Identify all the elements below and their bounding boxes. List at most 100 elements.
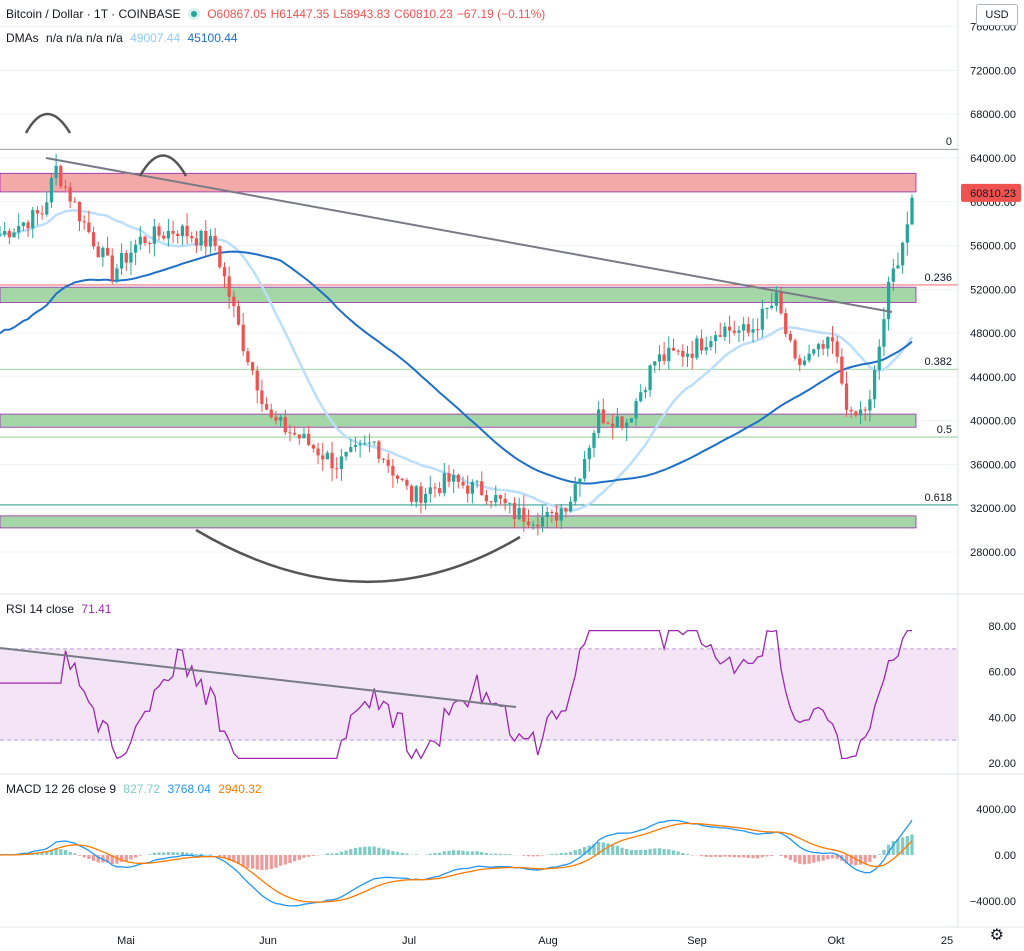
macd-histogram-bar bbox=[349, 848, 353, 855]
dma-value-fast: 49007.44 bbox=[130, 31, 181, 45]
fib-label: 0.5 bbox=[937, 424, 952, 436]
dma-label[interactable]: DMAs bbox=[6, 31, 39, 45]
candle-body bbox=[222, 267, 227, 277]
macd-histogram-bar bbox=[367, 846, 372, 855]
macd-histogram-bar bbox=[358, 847, 362, 855]
macd-histogram-bar bbox=[288, 855, 292, 864]
candle-body bbox=[522, 507, 526, 522]
head-arc-drawing bbox=[24, 112, 72, 134]
candle-body bbox=[236, 306, 241, 325]
candle-body bbox=[433, 487, 437, 489]
macd-histogram-bar bbox=[405, 853, 409, 855]
macd-label[interactable]: MACD 12 26 close 9 bbox=[6, 782, 117, 796]
macd-histogram-bar bbox=[522, 855, 526, 856]
candle-body bbox=[494, 495, 498, 503]
macd-histogram-bar bbox=[171, 852, 175, 855]
candle-body bbox=[615, 416, 619, 428]
macd-histogram-bar bbox=[218, 855, 222, 857]
macd-histogram-bar bbox=[568, 851, 573, 855]
candle-body bbox=[185, 225, 189, 237]
candle-body bbox=[110, 255, 114, 281]
macd-histogram-bar bbox=[802, 855, 807, 865]
candle-body bbox=[751, 329, 755, 333]
macd-histogram-bar bbox=[863, 855, 867, 864]
macd-histogram-bar bbox=[742, 855, 746, 858]
settings-gear-icon[interactable]: ⚙ bbox=[989, 927, 1004, 944]
macd-histogram-bar bbox=[667, 849, 671, 855]
symbol-title[interactable]: Bitcoin / Dollar · 1T · COINBASE bbox=[6, 7, 181, 21]
date-tick-label: Aug bbox=[538, 935, 558, 947]
candle-body bbox=[278, 417, 283, 421]
candle-body bbox=[316, 448, 320, 456]
candle-body bbox=[826, 337, 830, 349]
candle-body bbox=[517, 507, 521, 520]
macd-histogram-bar bbox=[307, 855, 311, 857]
macd-histogram-bar bbox=[765, 855, 769, 857]
candle-body bbox=[531, 524, 535, 526]
macd-histogram-bar bbox=[503, 854, 507, 855]
candle-body bbox=[508, 502, 512, 504]
candle-body bbox=[208, 235, 213, 247]
candle-body bbox=[21, 222, 26, 227]
candle-body bbox=[793, 340, 797, 359]
macd-histogram-bar bbox=[87, 855, 91, 859]
macd-histogram-bar bbox=[849, 855, 853, 865]
candle-body bbox=[372, 441, 376, 443]
candle-body bbox=[545, 511, 549, 518]
candle-body bbox=[872, 369, 877, 400]
macd-histogram-bar bbox=[260, 855, 264, 871]
macd-histogram-bar bbox=[793, 855, 797, 863]
candle-body bbox=[101, 247, 105, 258]
candle-body bbox=[31, 210, 35, 229]
macd-histogram-bar bbox=[274, 855, 278, 868]
symbol-legend: Bitcoin / Dollar · 1T · COINBASE O60867.… bbox=[6, 6, 549, 21]
macd-histogram-bar bbox=[325, 853, 330, 855]
candle-body bbox=[648, 365, 652, 391]
candle-body bbox=[152, 226, 156, 244]
candle-body bbox=[512, 502, 517, 520]
candle-body bbox=[709, 341, 713, 348]
candle-body bbox=[73, 201, 77, 203]
candle-body bbox=[774, 292, 778, 306]
rsi-label[interactable]: RSI 14 close bbox=[6, 602, 75, 616]
candle-body bbox=[307, 433, 311, 445]
macd-histogram-bar bbox=[746, 855, 750, 858]
macd-histogram-bar bbox=[302, 855, 306, 858]
macd-histogram-bar bbox=[550, 853, 554, 855]
candle-body bbox=[227, 276, 231, 297]
candle-body bbox=[620, 416, 624, 428]
candle-body bbox=[910, 197, 914, 225]
candle-body bbox=[816, 344, 821, 350]
macd-signal-value: 2940.32 bbox=[218, 782, 262, 796]
candle-body bbox=[428, 487, 432, 494]
currency-button[interactable]: USD bbox=[976, 4, 1018, 26]
candle-body bbox=[461, 481, 465, 486]
macd-histogram-bar bbox=[886, 844, 891, 855]
macd-tick-label: 0.00 bbox=[995, 850, 1016, 862]
macd-histogram-bar bbox=[283, 855, 287, 865]
candle-body bbox=[643, 390, 648, 393]
candle-body bbox=[250, 362, 255, 371]
candle-body bbox=[671, 347, 676, 351]
candle-body bbox=[283, 417, 287, 433]
price-tick-label: 56000.00 bbox=[970, 241, 1016, 253]
macd-histogram-bar bbox=[681, 852, 685, 855]
macd-histogram-bar bbox=[573, 850, 577, 855]
macd-histogram-bar bbox=[105, 855, 110, 863]
macd-histogram-bar bbox=[176, 852, 180, 855]
macd-histogram-bar bbox=[115, 855, 119, 864]
candle-body bbox=[3, 230, 7, 235]
macd-histogram-bar bbox=[578, 848, 582, 855]
candle-body bbox=[498, 495, 503, 499]
market-status-icon bbox=[187, 8, 200, 20]
candle-body bbox=[386, 459, 390, 466]
candle-body bbox=[470, 481, 474, 494]
macd-histogram-bar bbox=[704, 855, 708, 857]
price-tick-label: 36000.00 bbox=[970, 459, 1016, 471]
candle-body bbox=[367, 442, 372, 444]
macd-histogram-bar bbox=[480, 852, 484, 855]
candle-body bbox=[849, 409, 853, 412]
candle-body bbox=[213, 235, 217, 247]
candle-body bbox=[293, 432, 297, 435]
